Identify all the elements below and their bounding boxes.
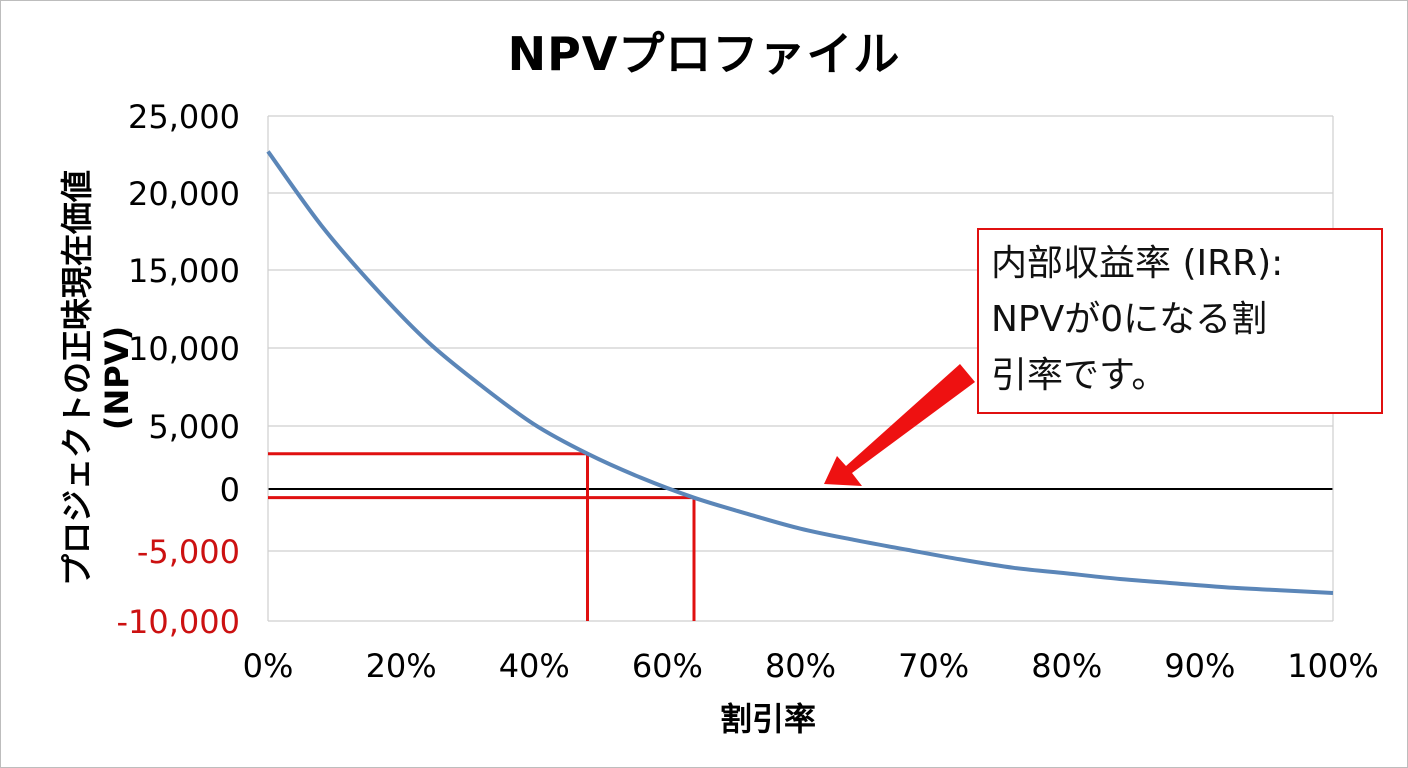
x-tick-label-5: 70% [898, 647, 969, 685]
x-tick-label-8: 100% [1287, 647, 1378, 685]
y-tick-label-5: 0 [220, 471, 240, 509]
y-tick-label-4: 5,000 [148, 408, 240, 446]
y-tick-label-6: -5,000 [137, 533, 240, 571]
y-tick-label-2: 15,000 [128, 252, 240, 290]
y-tick-label-7: -10,000 [116, 603, 240, 641]
x-tick-label-7: 90% [1164, 647, 1235, 685]
x-tick-label-1: 20% [366, 647, 437, 685]
x-tick-label-2: 40% [499, 647, 570, 685]
npv-curve-0 [266, 150, 1334, 595]
reference-lines [268, 452, 696, 621]
callout-line-2: NPVが0になる割 [991, 299, 1268, 340]
y-tick-label-3: 10,000 [128, 330, 240, 368]
x-tick-label-4: 80% [765, 647, 836, 685]
series-layer [266, 150, 1334, 595]
x-tick-label-3: 60% [632, 647, 703, 685]
callout-line-3: 引率です。 [991, 355, 1168, 396]
y-tick-label-0: 25,000 [128, 98, 240, 136]
y-tick-labels: 25,000 20,000 15,000 10,000 5,000 0 -5,000 -10,… [116, 98, 240, 641]
arrow-shape [824, 364, 975, 486]
irr-callout: 内部収益率 (IRR): NPVが0になる割 引率です。 [977, 228, 1383, 414]
x-tick-label-0: 0% [243, 647, 294, 685]
chart-title: NPVプロファイル [507, 27, 901, 81]
gridlines [267, 115, 1334, 622]
callout-line-1: 内部収益率 (IRR): [991, 243, 1284, 284]
annotation-arrow [824, 364, 975, 486]
x-tick-label-6: 80% [1031, 647, 1102, 685]
x-axis-label: 割引率 [719, 700, 816, 738]
x-tick-labels: 0% 20% 40% 60% 80% 70% 80% 90% 100% [243, 647, 1379, 685]
y-tick-label-1: 20,000 [128, 175, 240, 213]
